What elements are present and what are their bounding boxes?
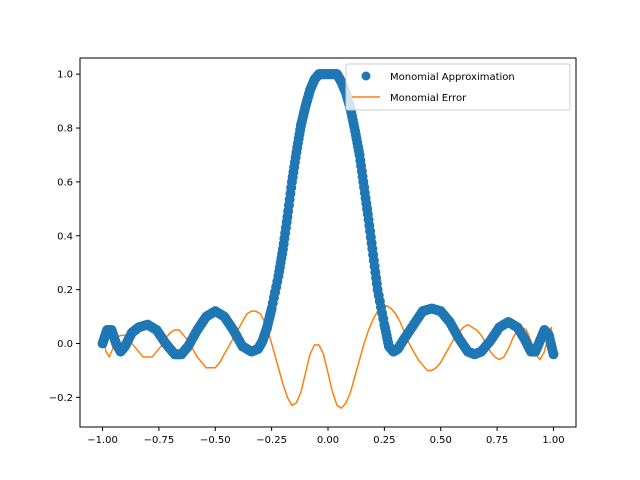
x-tick-label: 0.25 — [373, 435, 395, 446]
x-tick-label: −0.50 — [200, 435, 231, 446]
y-tick-label: 0.6 — [57, 177, 73, 188]
y-axis: −0.2 0.0 0.2 0.4 0.6 0.8 1.0 — [49, 70, 80, 404]
legend-label-error: Monomial Error — [390, 93, 467, 104]
legend: Monomial Approximation Monomial Error — [345, 63, 571, 111]
x-tick-label: 0.50 — [430, 435, 452, 446]
error-series-layer — [101, 305, 555, 409]
y-tick-label: 0.2 — [57, 285, 73, 296]
x-tick-label: −0.75 — [144, 435, 175, 446]
x-tick-label: 0.75 — [486, 435, 508, 446]
y-tick-label: 1.0 — [57, 70, 73, 81]
x-tick-label: −1.00 — [87, 435, 118, 446]
x-tick-label: −0.25 — [256, 435, 287, 446]
y-tick-label: −0.2 — [49, 393, 73, 404]
legend-marker-approximation — [361, 71, 371, 81]
y-tick-label: 0.8 — [57, 124, 73, 135]
legend-label-approximation: Monomial Approximation — [390, 72, 515, 83]
y-tick-label: 0.0 — [57, 339, 73, 350]
legend-box — [345, 63, 571, 111]
y-tick-label: 0.4 — [57, 231, 73, 242]
x-axis: −1.00 −0.75 −0.50 −0.25 0.00 0.25 0.50 0.75 1.00 — [87, 427, 565, 446]
x-tick-label: 1.00 — [542, 435, 564, 446]
approximation-point — [548, 349, 559, 360]
error-line — [101, 305, 555, 409]
x-tick-label: 0.00 — [317, 435, 339, 446]
